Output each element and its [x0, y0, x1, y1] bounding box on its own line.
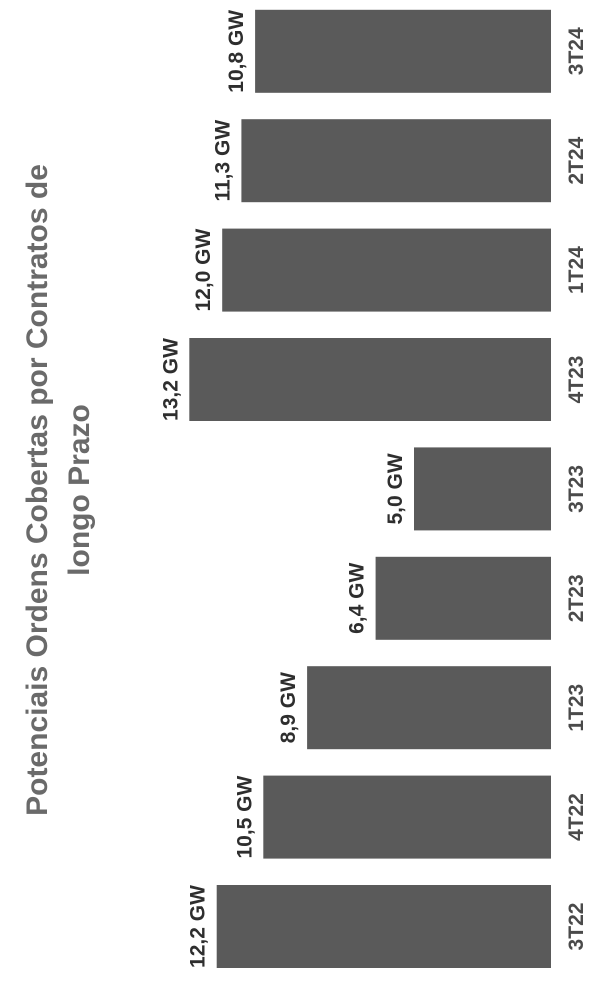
- value-label-2T23: 6,4 GW: [346, 563, 369, 634]
- value-label-3T22: 12,2 GW: [187, 885, 210, 968]
- bar-4T22: [263, 775, 551, 859]
- chart-title: Potenciais Ordens Cobertas por Contratos…: [21, 164, 96, 816]
- bar-3T24: [255, 9, 551, 93]
- category-label-3T23: 3T23: [565, 465, 588, 513]
- bar-4T23: [189, 338, 552, 421]
- category-label-1T23: 1T23: [565, 684, 588, 732]
- category-label-2T23: 2T23: [565, 574, 588, 622]
- category-label-2T24: 2T24: [565, 136, 588, 184]
- value-label-2T24: 11,3 GW: [211, 120, 234, 202]
- category-label-3T22: 3T22: [565, 903, 588, 951]
- value-label-3T24: 10,8 GW: [225, 10, 248, 93]
- bar-1T23: [307, 666, 551, 750]
- value-label-1T23: 8,9 GW: [277, 672, 300, 743]
- bar-3T23: [414, 447, 551, 531]
- value-label-3T23: 5,0 GW: [384, 453, 407, 524]
- category-label-4T22: 4T22: [565, 793, 588, 841]
- value-label-4T22: 10,5 GW: [233, 775, 256, 858]
- value-label-1T24: 12,0 GW: [192, 228, 215, 311]
- bar-2T24: [241, 119, 551, 203]
- chart-title-line-1: Potenciais Ordens Cobertas por Contratos…: [21, 164, 54, 816]
- category-label-3T24: 3T24: [565, 27, 588, 75]
- bar-2T23: [375, 556, 551, 640]
- category-label-4T23: 4T23: [565, 356, 588, 404]
- value-label-4T23: 13,2 GW: [159, 338, 182, 421]
- bar-1T24: [222, 228, 551, 312]
- chart-title-line-2: longo Prazo: [63, 404, 96, 576]
- category-label-1T24: 1T24: [565, 246, 588, 294]
- bars: 12,2 GW 3T22 10,5 GW 4T22 8,9 GW 1T23 6,4 GW 2T…: [159, 10, 588, 968]
- bar-3T22: [216, 885, 551, 968]
